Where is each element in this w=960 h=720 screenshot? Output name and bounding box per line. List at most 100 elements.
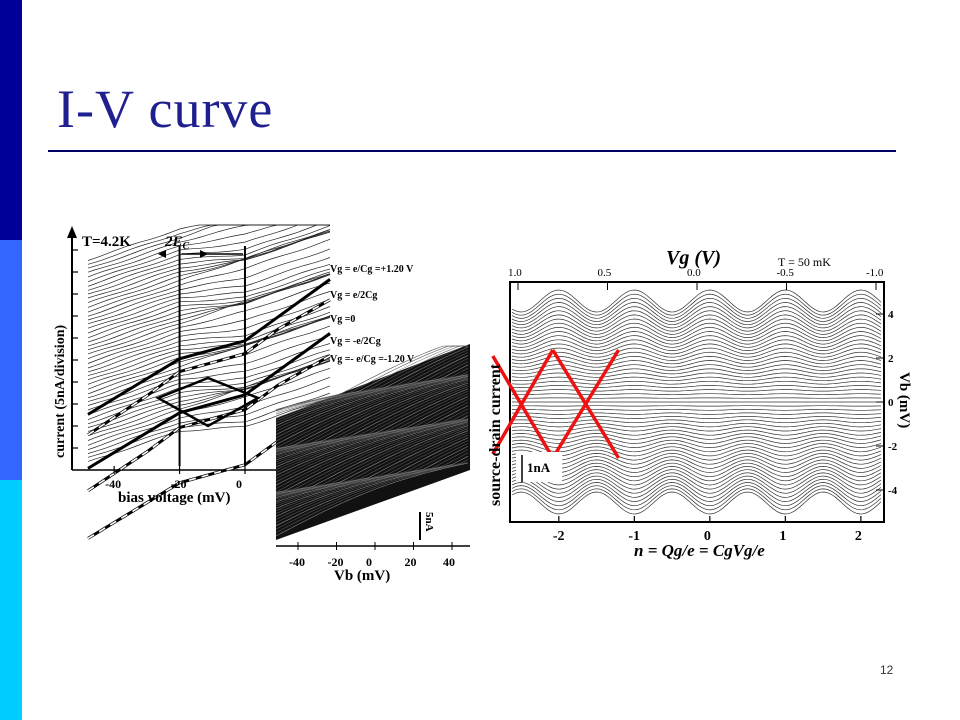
right-curve	[511, 459, 882, 473]
left-curve	[87, 238, 331, 317]
middle-curve	[275, 345, 468, 413]
page-number: 12	[880, 663, 894, 677]
left-curve	[87, 271, 331, 339]
middle-curve	[275, 452, 469, 523]
left-y-arrow-icon	[67, 226, 77, 238]
middle-curve	[275, 345, 468, 410]
left-curve	[87, 306, 331, 373]
middle-curve	[275, 361, 469, 432]
middle-curve	[275, 402, 469, 473]
right-curve	[511, 351, 882, 361]
series-label-2: Vg = e/2Cg	[330, 290, 377, 301]
middle-x-label: Vb (mV)	[334, 568, 390, 584]
right-curve	[511, 488, 882, 511]
left-curve	[87, 273, 331, 343]
right-curve	[511, 289, 882, 313]
left-curve	[87, 358, 331, 441]
middle-x-tick-label: 40	[443, 555, 455, 569]
middle-curve	[275, 428, 469, 501]
gap-arrow-right-icon	[200, 250, 208, 258]
middle-curve	[275, 390, 469, 463]
right-panel: 1.0 0.5 0.0 -0.5 -1.0 -2 -1 0 1 2 4 2 0 -2 -4 Vg (V)…	[487, 247, 912, 560]
middle-curve	[275, 408, 469, 479]
middle-curve	[275, 375, 469, 449]
accent-band-bottom	[0, 480, 22, 720]
middle-curve	[275, 374, 469, 449]
right-y-label: Vb (mV)	[896, 372, 912, 428]
right-scale-label: 1nA	[527, 460, 551, 475]
left-curve-family	[87, 224, 331, 462]
right-curve	[511, 335, 882, 348]
middle-scale-label: 5nA	[423, 512, 435, 532]
middle-curve	[275, 420, 469, 494]
right-curve	[511, 456, 882, 469]
middle-curve	[275, 432, 469, 505]
left-curve	[87, 316, 331, 395]
middle-curve	[275, 346, 469, 419]
right-curve	[511, 482, 882, 502]
middle-curve	[275, 345, 469, 417]
right-curve	[511, 318, 882, 335]
right-curve	[511, 368, 882, 375]
right-side-tick-label: 0	[888, 397, 894, 409]
right-curve-family	[511, 289, 882, 515]
right-curve	[511, 429, 882, 436]
right-curve	[511, 372, 882, 378]
middle-curve	[275, 446, 469, 517]
left-curve	[87, 263, 331, 329]
right-curve	[511, 469, 882, 486]
left-curve	[87, 248, 331, 321]
middle-curve-family	[275, 344, 470, 540]
middle-x-ticks: -40 -20 0 20 40	[289, 542, 455, 569]
right-curve	[511, 310, 882, 329]
right-curve	[511, 416, 882, 419]
middle-curve	[275, 462, 469, 537]
series-label-3: Vg =0	[330, 314, 355, 325]
middle-curve	[275, 418, 469, 489]
right-curve	[511, 306, 882, 326]
right-curve	[511, 360, 882, 368]
right-curve	[511, 472, 882, 490]
right-top-ticks: 1.0 0.5 0.0 -0.5 -1.0	[508, 267, 884, 290]
middle-curve	[275, 459, 469, 530]
right-top-tick-label: -1.0	[866, 267, 884, 279]
middle-curve	[275, 364, 469, 435]
right-curve	[511, 466, 882, 482]
middle-curve	[275, 419, 469, 493]
middle-curve	[275, 386, 469, 459]
accent-band-middle	[0, 240, 22, 480]
left-series-dash	[87, 355, 331, 492]
right-curve	[511, 449, 882, 461]
middle-curve	[275, 434, 469, 507]
left-curve	[87, 335, 331, 406]
middle-curve	[275, 426, 469, 500]
middle-curve	[275, 352, 469, 424]
red-diamond-edge	[551, 349, 621, 459]
right-curve	[511, 439, 882, 448]
left-curve	[87, 299, 331, 369]
middle-curve	[275, 443, 469, 514]
middle-curve	[275, 455, 469, 527]
right-curve	[511, 491, 882, 515]
middle-curve	[275, 393, 469, 465]
middle-curve	[275, 355, 469, 426]
right-bottom-tick-label: 2	[855, 529, 862, 544]
gap-label: 2EC	[164, 234, 190, 252]
middle-curve	[275, 449, 469, 520]
middle-curve	[275, 423, 469, 497]
right-left-y-label: source-drain current	[487, 363, 504, 506]
right-curve	[511, 462, 882, 478]
right-curve	[511, 436, 882, 444]
right-bottom-ticks: -2 -1 0 1 2	[553, 516, 862, 544]
middle-curve	[275, 399, 469, 470]
left-curve	[87, 224, 330, 283]
right-curve	[511, 376, 882, 382]
right-scale-box	[516, 452, 562, 482]
middle-curve	[275, 381, 469, 454]
middle-curve	[275, 358, 469, 429]
right-curve	[511, 475, 882, 494]
right-curve	[511, 389, 882, 392]
left-series-dash	[87, 299, 331, 436]
middle-curve	[275, 425, 469, 498]
middle-curve	[275, 418, 469, 493]
